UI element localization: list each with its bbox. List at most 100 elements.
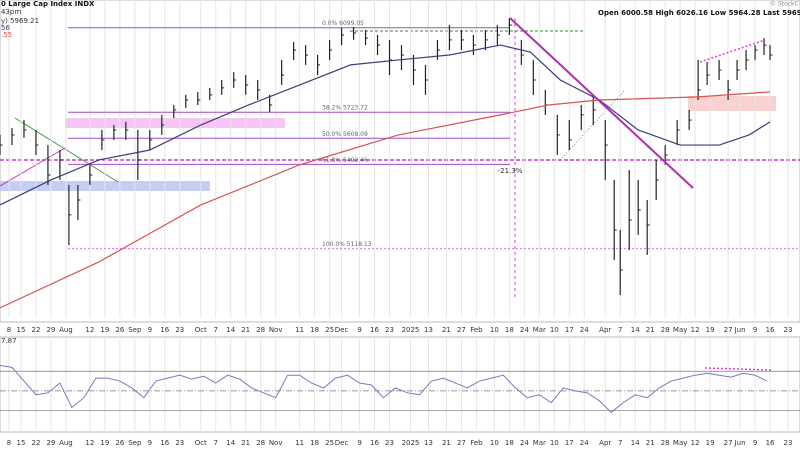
x-tick-label: 14 xyxy=(226,326,235,334)
x-tick-label: Apr xyxy=(599,326,611,334)
trend-line xyxy=(0,147,66,187)
x-tick-label: 7 xyxy=(618,439,622,447)
indicator-line xyxy=(0,364,768,414)
x-tick-label: 25 xyxy=(325,439,334,447)
x-tick-label: Feb xyxy=(470,326,483,334)
zone xyxy=(688,96,776,111)
x-tick-label: 24 xyxy=(580,326,589,334)
x-tick-label: Dec xyxy=(335,439,349,447)
fib-label: 61.8% 5492.46 xyxy=(322,157,368,164)
x-tick-label: Sep xyxy=(128,439,142,447)
fib-label: 38.2% 5723.72 xyxy=(322,105,368,112)
indicator-title: 7.87 xyxy=(1,337,17,345)
fib-label: 100.0% 5118.13 xyxy=(322,241,372,248)
x-tick-label: 23 xyxy=(175,439,184,447)
x-tick-label: 16 xyxy=(160,439,169,447)
x-tick-label: 11 xyxy=(295,439,304,447)
x-tick-label: Apr xyxy=(599,439,611,447)
x-tick-label: 10 xyxy=(550,439,559,447)
x-tick-label: 12 xyxy=(691,439,700,447)
x-tick-label: 27 xyxy=(724,439,733,447)
moving-average xyxy=(0,91,771,309)
x-tick-label: 14 xyxy=(226,439,235,447)
x-tick-label: 10 xyxy=(490,439,499,447)
x-tick-label: 25 xyxy=(325,326,334,334)
x-tick-label: 27 xyxy=(724,326,733,334)
header-line: 43pm xyxy=(1,8,21,16)
x-tick-label: 9 xyxy=(357,326,361,334)
x-tick-label: 11 xyxy=(295,326,304,334)
x-tick-label: Aug xyxy=(59,326,73,334)
x-tick-label: 9 xyxy=(753,326,757,334)
x-tick-label: Nov xyxy=(269,326,283,334)
x-tick-label: 26 xyxy=(115,326,124,334)
fib-label: 0.0% 6099.05 xyxy=(322,20,364,27)
x-tick-label: 13 xyxy=(424,326,433,334)
x-tick-label: 7 xyxy=(618,326,622,334)
x-tick-label: 27 xyxy=(457,326,466,334)
zone xyxy=(65,118,285,128)
x-tick-label: 2025 xyxy=(402,326,420,334)
x-tick-label: 19 xyxy=(100,439,109,447)
x-tick-label: 23 xyxy=(175,326,184,334)
x-tick-label: Sep xyxy=(128,326,142,334)
x-tick-label: 8 xyxy=(7,326,11,334)
x-tick-label: Oct xyxy=(195,439,207,447)
trend-line xyxy=(509,17,694,189)
x-tick-label: 12 xyxy=(691,326,700,334)
x-tick-label: 14 xyxy=(631,439,640,447)
x-tick-label: 23 xyxy=(784,439,793,447)
header-quote: Open 6000.58 High 6026.16 Low 5964.28 La… xyxy=(598,9,800,17)
x-tick-label: Aug xyxy=(59,439,73,447)
x-tick-label: 9 xyxy=(148,326,152,334)
x-tick-label: Mar xyxy=(533,326,546,334)
x-tick-label: Jun xyxy=(734,326,746,334)
x-tick-label: May xyxy=(673,326,687,334)
trend-line xyxy=(699,39,766,63)
x-tick-label: 9 xyxy=(753,439,757,447)
credit: © StockC xyxy=(770,1,799,8)
x-tick-label: 18 xyxy=(505,439,514,447)
chart-title: 0 Large Cap Index INDX xyxy=(1,0,95,8)
x-tick-label: 16 xyxy=(370,439,379,447)
x-tick-label: 9 xyxy=(357,439,361,447)
x-tick-label: 14 xyxy=(631,326,640,334)
x-tick-label: 24 xyxy=(580,439,589,447)
x-tick-label: 29 xyxy=(46,326,55,334)
x-tick-label: 28 xyxy=(661,439,670,447)
x-tick-label: 16 xyxy=(370,326,379,334)
x-tick-label: 21 xyxy=(241,326,250,334)
x-tick-label: 21 xyxy=(646,439,655,447)
x-tick-label: 18 xyxy=(310,439,319,447)
x-tick-label: 7 xyxy=(213,326,217,334)
x-tick-label: 18 xyxy=(310,326,319,334)
x-tick-label: 21 xyxy=(646,326,655,334)
fib-label: 50.0% 5608.09 xyxy=(322,131,368,138)
x-tick-label: 9 xyxy=(148,439,152,447)
x-tick-label: 12 xyxy=(85,326,94,334)
x-tick-label: 26 xyxy=(115,439,124,447)
x-tick-label: 23 xyxy=(385,439,394,447)
x-tick-label: Mar xyxy=(533,439,546,447)
header-line: .55 xyxy=(1,31,12,39)
x-tick-label: 21 xyxy=(241,439,250,447)
x-tick-label: 16 xyxy=(766,439,775,447)
x-tick-label: 21 xyxy=(442,439,451,447)
x-tick-label: 16 xyxy=(766,326,775,334)
x-tick-label: 2025 xyxy=(402,439,420,447)
price-panel xyxy=(0,0,800,323)
x-tick-label: 21 xyxy=(442,326,451,334)
x-tick-label: Nov xyxy=(269,439,283,447)
x-tick-label: 10 xyxy=(490,326,499,334)
header-line: 56 xyxy=(1,24,10,32)
x-tick-label: 16 xyxy=(160,326,169,334)
x-tick-label: Feb xyxy=(470,439,483,447)
x-tick-label: 28 xyxy=(256,326,265,334)
x-tick-label: 24 xyxy=(520,439,529,447)
x-tick-label: 28 xyxy=(661,326,670,334)
x-tick-label: 22 xyxy=(31,326,40,334)
moving-average xyxy=(0,44,771,206)
x-tick-label: 7 xyxy=(213,439,217,447)
x-tick-label: 19 xyxy=(706,326,715,334)
